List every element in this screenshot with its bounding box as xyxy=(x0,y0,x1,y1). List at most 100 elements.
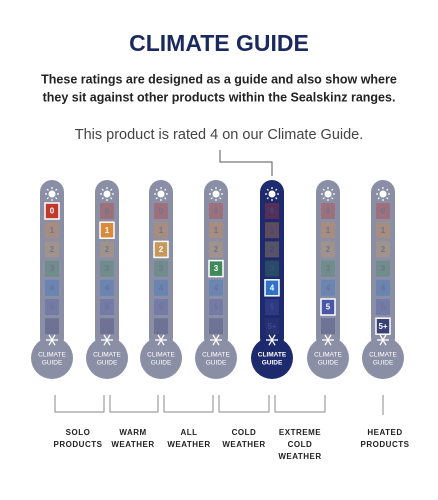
level-box xyxy=(154,203,168,219)
snowflake xyxy=(212,334,220,346)
sun-icon xyxy=(379,190,387,198)
sun-icon xyxy=(103,190,111,198)
bulb-label: CLIMATE xyxy=(202,352,230,359)
bracket xyxy=(218,395,270,413)
category-label: PRODUCTS xyxy=(54,440,103,449)
level-highlight xyxy=(208,259,224,278)
level-label: 0 xyxy=(381,207,386,216)
level-label: 2 xyxy=(381,245,386,254)
level-box xyxy=(321,260,335,277)
snowflake xyxy=(379,334,387,346)
level-label: 5 xyxy=(214,303,219,312)
level-label: 1 xyxy=(270,226,275,235)
level-label: 0 xyxy=(270,207,275,216)
sun-ray xyxy=(386,197,389,200)
level-box xyxy=(209,203,223,219)
level-label: 5+ xyxy=(102,322,111,331)
level-box xyxy=(209,222,223,239)
level-label: 5+ xyxy=(47,322,56,331)
level-label: 1 xyxy=(105,226,110,235)
level-label: 2 xyxy=(214,245,219,254)
level-label: 5+ xyxy=(267,322,276,331)
level-box xyxy=(209,318,223,335)
sun-ray xyxy=(331,188,334,191)
sun-ray xyxy=(55,188,58,191)
bulb-label: CLIMATE xyxy=(369,352,397,359)
level-label: 5 xyxy=(50,303,55,312)
level-box xyxy=(100,299,114,315)
level-label: 2 xyxy=(50,245,55,254)
level-box xyxy=(45,241,59,258)
level-label: 5 xyxy=(326,303,331,312)
sun-ray xyxy=(101,197,104,200)
level-box xyxy=(376,222,390,239)
category-label: ALL xyxy=(180,428,197,437)
category-label: EXTREME xyxy=(279,428,321,437)
tube xyxy=(149,180,173,350)
sun-ray xyxy=(219,197,222,200)
bracket xyxy=(109,395,159,413)
level-box xyxy=(376,203,390,219)
level-box xyxy=(321,203,335,219)
level-box xyxy=(100,241,114,258)
category-label: WEATHER xyxy=(278,452,321,461)
title: CLIMATE GUIDE xyxy=(129,30,309,56)
level-label: 3 xyxy=(159,264,164,273)
level-box xyxy=(265,318,279,335)
bulb-label: CLIMATE xyxy=(38,352,66,359)
category-label: WARM xyxy=(119,428,146,437)
sun-ray xyxy=(164,197,167,200)
sun-icon xyxy=(212,190,220,198)
category-label: WEATHER xyxy=(222,440,265,449)
level-highlight xyxy=(375,317,391,335)
level-label: 1 xyxy=(214,226,219,235)
category-label: SOLO xyxy=(66,428,91,437)
sun-ray xyxy=(155,188,158,191)
bracket xyxy=(54,395,105,413)
sun-ray xyxy=(219,188,222,191)
bulb-label: CLIMATE xyxy=(314,352,342,359)
level-label: 3 xyxy=(50,264,55,273)
level-box xyxy=(45,222,59,239)
level-label: 3 xyxy=(381,264,386,273)
bulb xyxy=(86,337,128,379)
tube xyxy=(40,180,64,350)
snowflake xyxy=(324,334,332,346)
sun-ray xyxy=(266,197,269,200)
level-label: 3 xyxy=(270,264,275,273)
sun-icon xyxy=(324,190,332,198)
bulb-label: GUIDE xyxy=(262,360,283,367)
description: These ratings are designed as a guide an… xyxy=(41,72,397,86)
level-highlight xyxy=(320,298,336,316)
level-box xyxy=(100,260,114,277)
rating-statement: This product is rated 4 on our Climate G… xyxy=(75,127,364,143)
level-box xyxy=(100,203,114,219)
level-label: 5 xyxy=(159,303,164,312)
level-box xyxy=(265,299,279,315)
category-label: COLD xyxy=(232,428,257,437)
level-label: 5+ xyxy=(156,322,165,331)
level-highlight xyxy=(264,279,280,297)
snowflake xyxy=(268,334,276,346)
sun-ray xyxy=(275,188,278,191)
level-box xyxy=(100,318,114,335)
level-box xyxy=(45,260,59,277)
level-box xyxy=(45,299,59,315)
sun-icon xyxy=(268,190,276,198)
bulb-label: GUIDE xyxy=(42,360,63,367)
level-box xyxy=(209,241,223,258)
level-label: 5 xyxy=(105,303,110,312)
category-label: COLD xyxy=(288,440,313,449)
level-label: 4 xyxy=(381,283,386,292)
bulb-label: CLIMATE xyxy=(93,352,121,359)
sun-ray xyxy=(331,197,334,200)
level-label: 2 xyxy=(159,245,164,254)
category-label: HEATED xyxy=(367,428,402,437)
level-box xyxy=(265,260,279,277)
bulb xyxy=(195,337,237,379)
snowflake xyxy=(48,334,56,346)
level-label: 3 xyxy=(105,264,110,273)
level-label: 2 xyxy=(326,245,331,254)
sun-ray xyxy=(322,197,325,200)
level-label: 2 xyxy=(270,245,275,254)
